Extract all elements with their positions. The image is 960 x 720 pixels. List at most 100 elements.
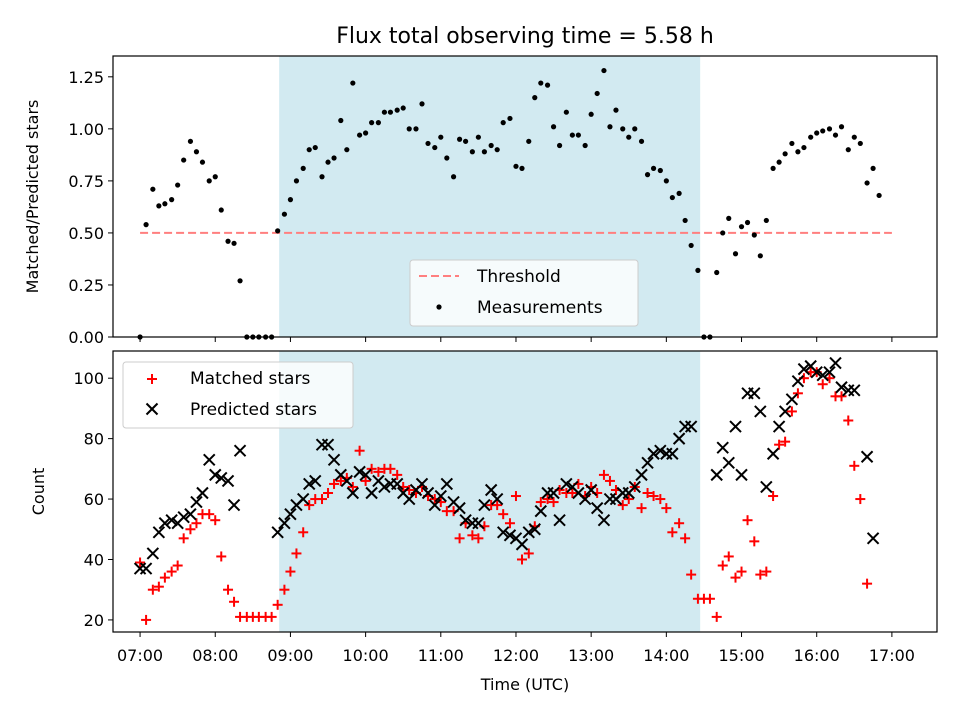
matched-stars-point <box>135 557 146 568</box>
predicted-stars-point-b <box>553 513 566 527</box>
measurement-point <box>770 165 776 171</box>
measurement-point <box>532 95 538 101</box>
measurement-point <box>657 167 663 174</box>
measurement-point <box>181 157 187 163</box>
measurement-point <box>199 159 206 165</box>
matched-stars-point <box>730 572 741 583</box>
predicted-stars-points <box>133 356 880 575</box>
measurement-point <box>400 105 406 111</box>
measurement-point <box>814 130 820 136</box>
legend-measurements-label: Measurements <box>477 298 603 318</box>
predicted-stars-point <box>522 526 535 539</box>
predicted-stars-point <box>710 468 723 482</box>
predicted-stars-point <box>490 492 504 506</box>
matched-stars-point <box>279 584 290 595</box>
measurement-point <box>331 155 337 161</box>
measurement-point <box>744 219 751 226</box>
x-tick-label: 12:00 <box>493 646 539 665</box>
predicted-stars-point <box>365 486 378 500</box>
x-tick-label: 15:00 <box>718 646 764 665</box>
matched-stars-point <box>229 596 240 607</box>
predicted-stars-point-b <box>271 526 284 539</box>
predicted-stars-point-b <box>203 453 216 466</box>
predicted-stars-point <box>654 444 667 457</box>
predicted-stars-point-b <box>566 480 579 494</box>
predicted-stars-point-b <box>760 480 773 494</box>
matched-stars-point <box>492 500 503 511</box>
predicted-stars-point-b <box>184 507 197 521</box>
matched-stars-point <box>768 491 779 502</box>
predicted-stars-point <box>641 456 654 470</box>
measurement-point <box>456 136 463 142</box>
predicted-stars-point <box>829 356 842 370</box>
predicted-stars-point <box>434 489 448 503</box>
measurement-point <box>275 228 281 234</box>
predicted-stars-point <box>597 513 611 527</box>
measurement-point <box>857 140 863 147</box>
measurement-point <box>463 138 469 144</box>
predicted-stars-point <box>560 477 573 491</box>
measurement-point <box>789 140 795 147</box>
matched-stars-point <box>742 515 753 526</box>
matched-stars-point <box>317 494 328 505</box>
predicted-stars-point-b <box>327 453 341 466</box>
measurement-point <box>193 149 200 155</box>
bottom-legend-box <box>122 361 354 429</box>
predicted-stars-point <box>459 513 472 527</box>
predicted-stars-point <box>146 547 160 560</box>
measurement-point <box>607 124 613 130</box>
matched-stars-point <box>159 572 170 583</box>
top-legend-box <box>409 259 639 327</box>
predicted-stars-point <box>359 468 372 482</box>
measurements-points <box>137 67 882 340</box>
measurement-point <box>563 109 569 115</box>
measurement-point <box>550 124 557 130</box>
matched-stars-point <box>792 388 803 399</box>
matched-stars-point <box>185 524 196 535</box>
measurement-point <box>751 232 757 238</box>
x-tick-label: 10:00 <box>343 646 389 665</box>
predicted-stars-point-b <box>152 526 166 539</box>
matched-stars-point <box>454 533 465 544</box>
predicted-stars-point <box>823 365 836 379</box>
predicted-stars-point-b <box>365 486 378 500</box>
predicted-stars-point <box>165 513 178 527</box>
predicted-stars-point <box>848 384 861 397</box>
predicted-stars-point-b <box>772 420 786 433</box>
predicted-stars-point-b <box>484 483 498 497</box>
predicted-stars-point-b <box>590 501 604 515</box>
predicted-stars-point-b <box>735 468 748 482</box>
predicted-stars-point-b <box>490 492 504 506</box>
measurement-point <box>638 138 645 144</box>
measurement-point <box>820 128 826 134</box>
measurement-point <box>394 107 400 113</box>
predicted-stars-point <box>177 510 190 524</box>
matched-stars-point <box>598 469 609 480</box>
measurement-point <box>169 197 175 203</box>
predicted-stars-point-b <box>428 498 441 512</box>
predicted-stars-point <box>496 526 510 539</box>
measurement-point <box>720 230 726 236</box>
predicted-stars-point <box>797 362 811 376</box>
predicted-stars-point <box>297 492 310 506</box>
predicted-stars-point-b <box>804 359 817 373</box>
measurement-point <box>763 217 769 224</box>
matched-stars-point <box>298 527 309 538</box>
measurement-point <box>425 140 431 147</box>
predicted-stars-point-b <box>278 517 291 530</box>
predicted-stars-point <box>666 447 679 460</box>
measurement-point <box>231 240 237 246</box>
predicted-stars-point-b <box>158 517 172 530</box>
predicted-stars-point <box>735 468 748 482</box>
matched-stars-point <box>786 406 797 417</box>
predicted-stars-point-b <box>472 517 485 530</box>
measurement-point <box>832 132 839 138</box>
measurement-point <box>387 109 394 115</box>
predicted-stars-point-b <box>748 387 761 400</box>
bottom-panel: 20 40 60 80 100 07:00 08:00 09:00 10:00 11:00 12:… <box>29 350 938 694</box>
matched-stars-point <box>473 533 484 544</box>
measurement-point <box>626 134 632 140</box>
legend-predicted-marker <box>145 402 159 416</box>
predicted-stars-point-b <box>372 474 385 488</box>
measurement-point <box>795 149 801 155</box>
